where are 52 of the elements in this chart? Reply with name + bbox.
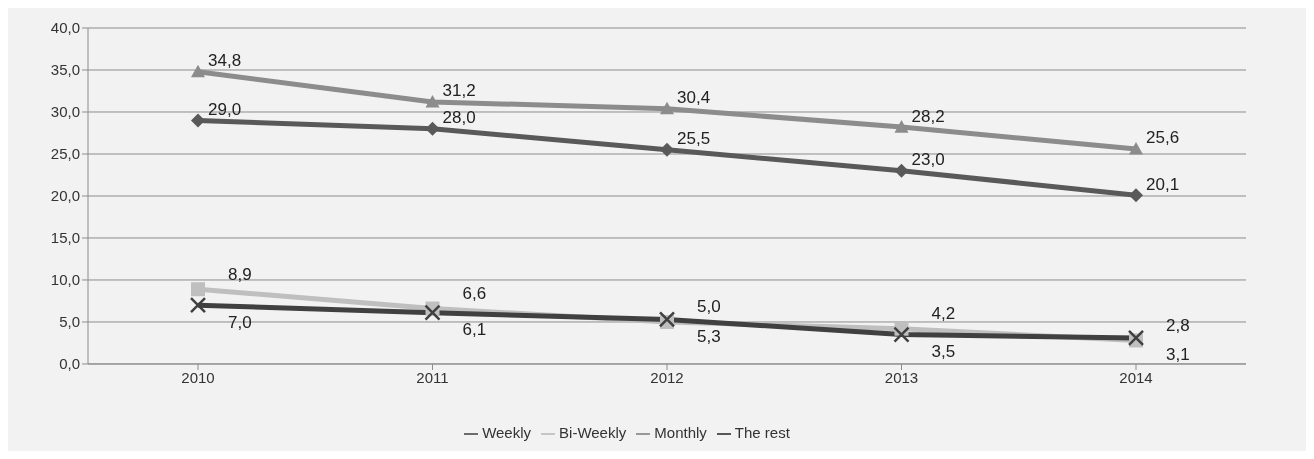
point [1129,141,1143,155]
data-label: 5,3 [697,326,721,346]
y-tick-label: 5,0 [59,313,80,331]
data-label: 5,0 [697,297,721,317]
x-tick-label: 2013 [884,368,919,386]
y-tick-label: 40,0 [50,19,80,37]
legend-label: The rest [734,423,790,441]
point [894,163,909,178]
point [1127,329,1145,347]
data-label: 3,1 [1166,345,1190,365]
y-tick-label: 30,0 [50,103,80,121]
point [424,304,441,321]
data-label: 28,0 [442,108,476,128]
data-label: 6,6 [462,284,487,304]
y-tick-label: 35,0 [50,61,80,79]
y-tick-label: 0,0 [59,355,80,373]
data-label: 20,1 [1146,174,1180,194]
x-tick-label: 2010 [181,368,215,386]
data-label: 29,0 [208,99,242,119]
point [425,94,440,108]
data-label: 6,1 [462,320,487,340]
y-tick-label: 25,0 [50,145,80,163]
data-label: 25,6 [1146,128,1180,148]
point [191,113,205,128]
data-label: 3,5 [931,342,956,362]
point [189,296,207,314]
point [660,101,674,115]
point [660,142,674,157]
point [893,326,910,343]
data-label: 23,0 [911,150,945,170]
x-tick-label: 2014 [1119,368,1153,386]
legend-label: Monthly [654,423,707,441]
point [191,282,205,297]
point [894,120,909,133]
y-tick-label: 15,0 [50,229,80,247]
data-label: 2,8 [1166,315,1190,335]
x-tick-label: 2011 [416,368,449,386]
y-tick-label: 10,0 [50,271,80,289]
data-label: 34,8 [208,51,242,71]
data-label: 7,0 [228,312,252,332]
legend-label: Weekly [482,423,532,441]
data-label: 8,9 [228,264,252,284]
data-label: 31,2 [442,81,476,101]
data-label: 30,4 [677,88,711,108]
y-tick-label: 20,0 [50,187,80,205]
data-label: 28,2 [911,106,945,126]
data-label: 25,5 [677,129,711,149]
point [1129,188,1143,203]
x-tick-label: 2012 [650,368,684,386]
point [191,64,205,78]
data-label: 4,2 [931,304,956,324]
legend-label: Bi-Weekly [559,423,627,441]
